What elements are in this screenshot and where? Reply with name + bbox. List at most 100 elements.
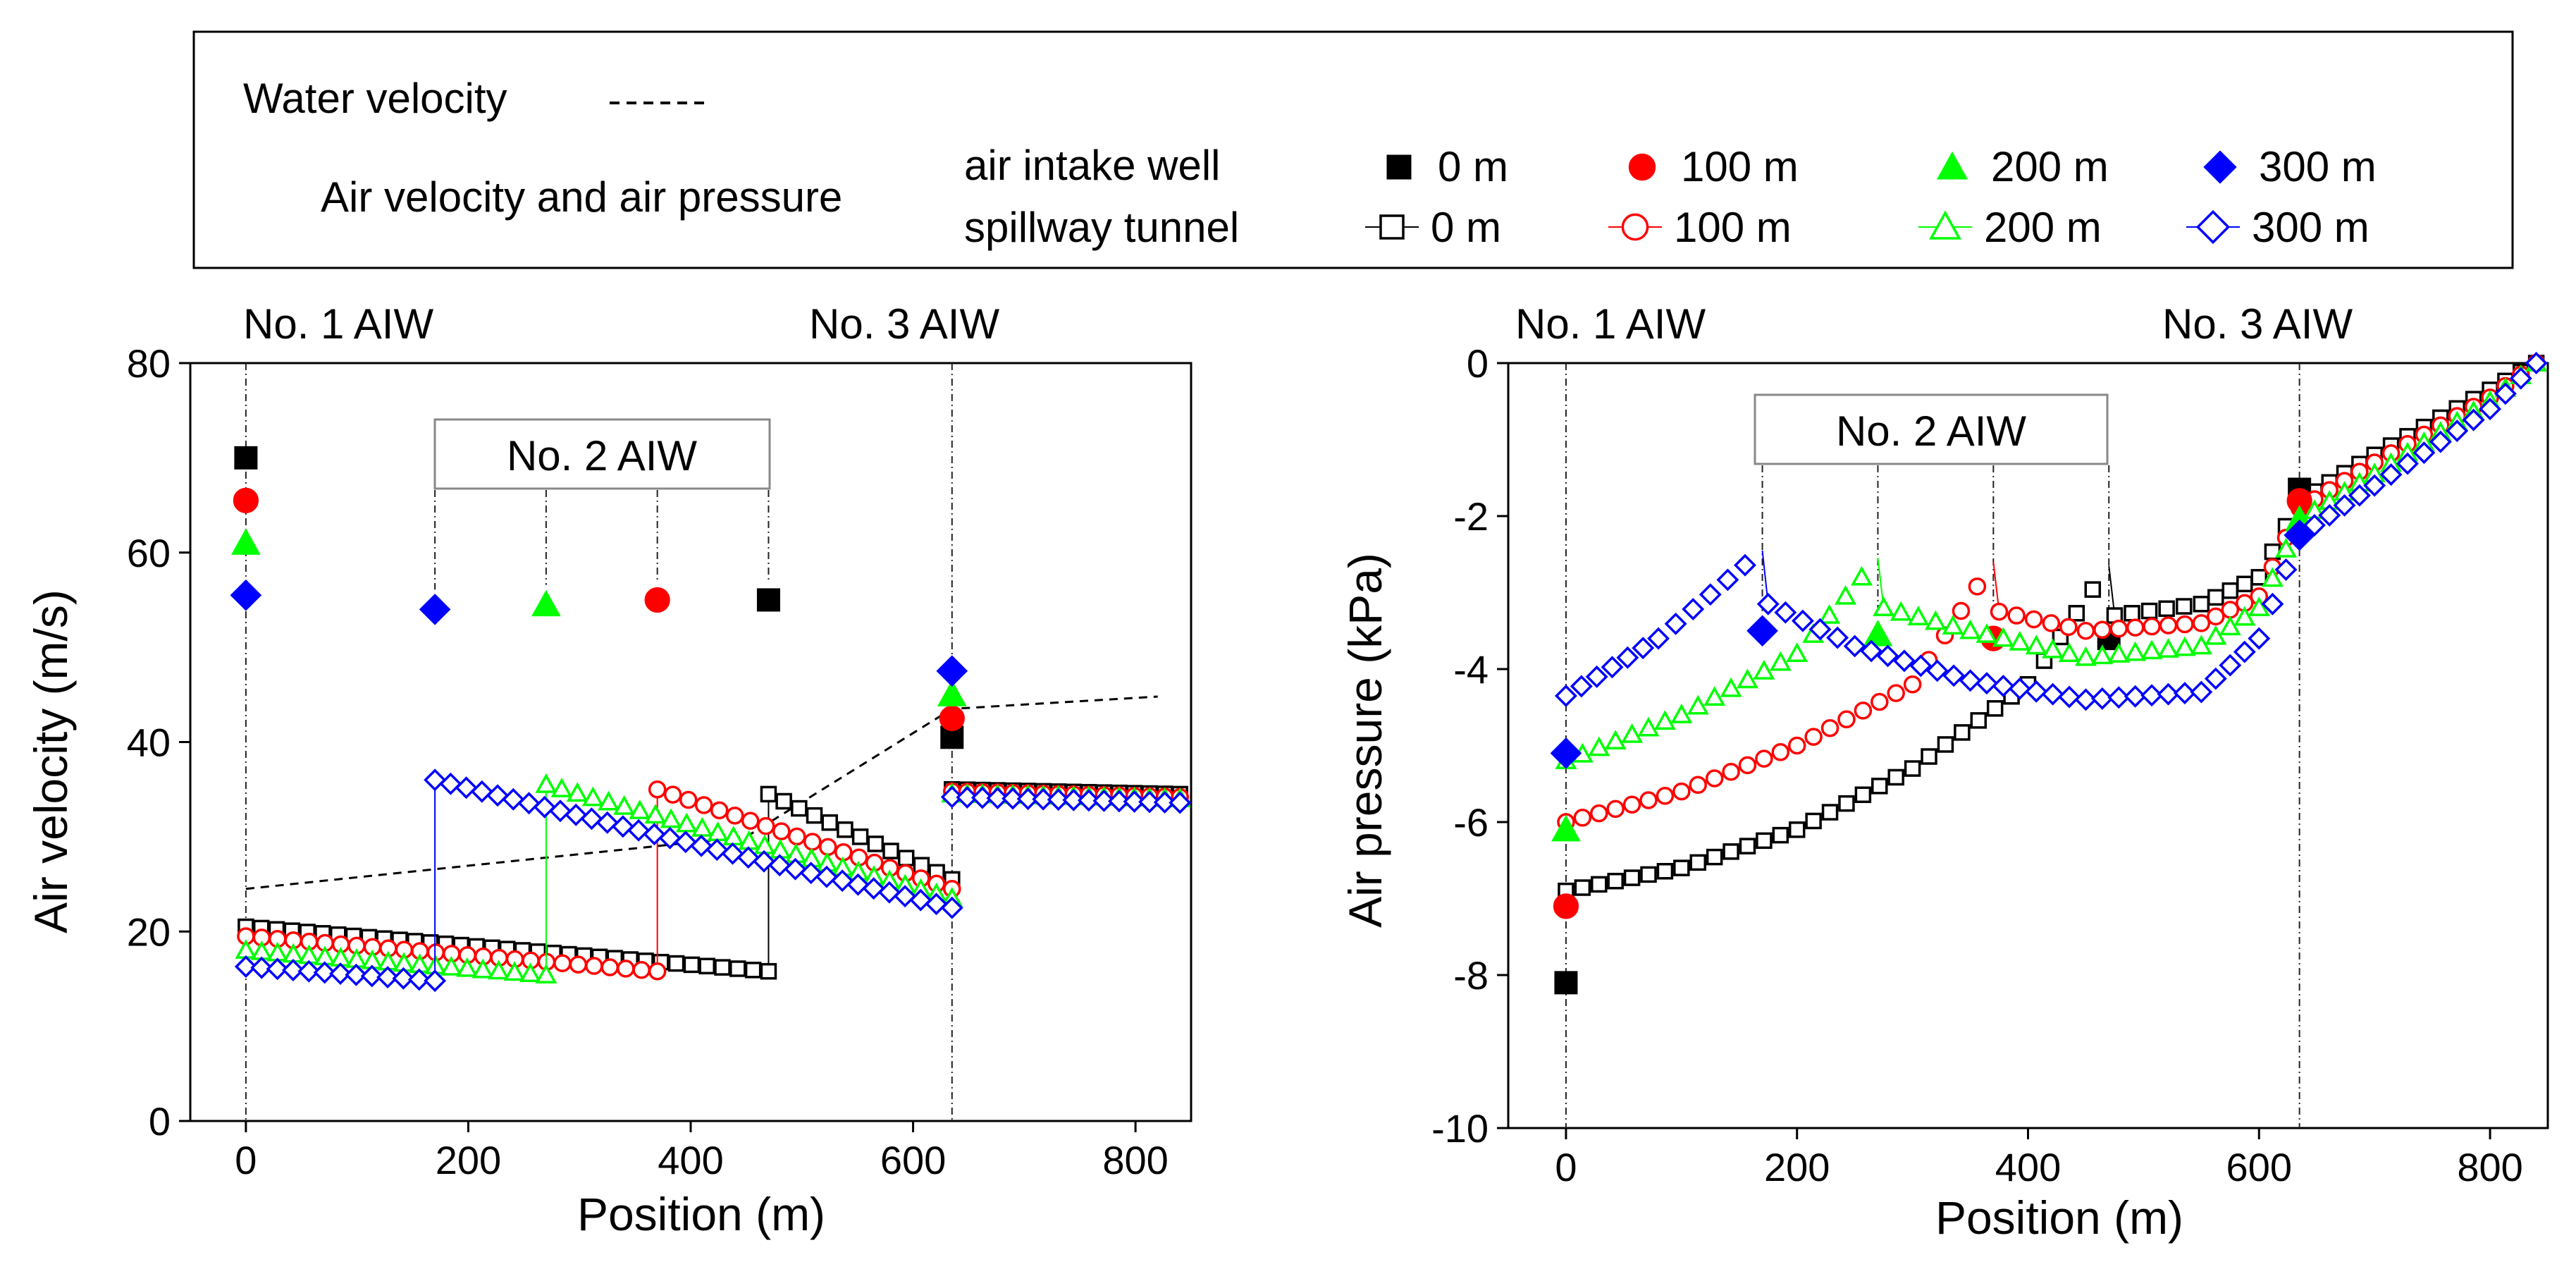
pressure-tunnel-point-1-18 [1854, 702, 1873, 720]
pressure-tunnel-point-3-23 [1942, 664, 1966, 687]
pressure-tunnel-point-1-20 [1887, 684, 1905, 702]
velocity-tunnel-point-3-30 [690, 834, 713, 857]
velocity-tunnel-point-2-33 [738, 830, 760, 850]
pressure-tunnel-point-0-21 [1904, 760, 1921, 777]
velocity-intake-point-1-0 [233, 487, 259, 513]
velocity-tunnel-point-3-36 [784, 857, 807, 881]
pressure-tunnel-point-0-19 [1871, 778, 1888, 795]
pressure-tunnel-point-0-12 [1756, 832, 1773, 850]
velocity-tunnel-point-3-38 [815, 865, 838, 888]
pressure-tunnel-point-0-34 [2124, 605, 2140, 622]
velocity-tunnel-point-3-10 [392, 967, 415, 990]
pressure-tunnel-point-0-24 [1954, 724, 1971, 741]
pressure-tunnel-point-0-9 [1706, 848, 1723, 866]
pressure-tunnel-point-3-49 [2348, 484, 2371, 507]
pressure-tunnel-point-2-11 [1737, 668, 1758, 689]
pressure-intake-point-3-2 [2284, 519, 2315, 551]
pressure-tunnel-point-0-20 [1887, 768, 1904, 786]
pressure-tunnel-point-0-17 [1838, 795, 1855, 812]
pressure-tunnel-point-0-32 [2084, 581, 2102, 598]
velocity-tunnel-point-2-1 [250, 940, 273, 960]
pressure-tunnel-point-3-12 [1756, 592, 1780, 615]
pressure-tunnel-point-0-15 [1805, 812, 1822, 830]
pressure-tunnel-point-3-4 [1616, 646, 1639, 669]
legend-air-label: Air velocity and air pressure [321, 173, 842, 221]
pressure-xtick-label-2: 400 [1995, 1145, 2061, 1189]
pressure-tunnel-point-0-8 [1689, 854, 1706, 871]
pressure-tunnel-point-1-19 [1871, 692, 1889, 711]
legend-marker-intake-2 [1936, 151, 1968, 180]
pressure-tunnel-point-2-3 [1604, 730, 1627, 750]
velocity-tunnel-point-3-0 [234, 955, 257, 978]
velocity-tunnel-point-3-61 [1153, 790, 1176, 814]
pressure-tunnel-point-2-19 [1873, 596, 1895, 616]
pressure-tunnel-point-2-30 [2058, 642, 2081, 663]
pressure-tunnel-point-3-0 [1554, 685, 1577, 707]
velocity-tunnel-point-3-6 [329, 962, 352, 986]
velocity-tunnel-point-2-2 [266, 941, 289, 962]
pressure-x-axis-label: Position (m) [1935, 1191, 2183, 1244]
velocity-intake-point-1-2 [939, 705, 965, 732]
pressure-tunnel-point-2-40 [2219, 615, 2241, 636]
pressure-tunnel-point-3-54 [2429, 430, 2452, 453]
pressure-tunnel-point-2-7 [1670, 703, 1693, 723]
velocity-intake-point-1-1 [644, 587, 670, 613]
pressure-tunnel-point-0-38 [2193, 596, 2210, 613]
pressure-tunnel-point-0-4 [1623, 869, 1641, 886]
velocity-tunnel-point-3-23 [580, 807, 603, 831]
legend-label-tunnel-0: 0 m [1431, 204, 1501, 251]
pressure-tunnel-point-0-2 [1591, 876, 1608, 893]
pressure-tunnel-point-2-5 [1637, 716, 1660, 737]
pressure-tunnel-point-0-35 [2140, 602, 2158, 620]
pressure-tunnel-point-3-58 [2494, 382, 2517, 405]
pressure-tunnel-point-3-32 [2090, 687, 2114, 710]
velocity-tunnel-point-2-21 [550, 778, 573, 797]
velocity-tunnel-point-3-27 [643, 823, 666, 846]
pressure-tunnel-point-3-43 [2261, 592, 2284, 615]
velocity-tunnel-point-2-30 [691, 816, 713, 837]
velocity-tunnel-point-2-32 [722, 826, 745, 846]
velocity-tunnel-point-0-36 [775, 792, 792, 810]
pressure-tunnel-point-2-4 [1621, 723, 1644, 743]
velocity-tunnel-point-3-45 [925, 893, 948, 916]
pressure-tunnel-point-3-40 [2219, 654, 2242, 677]
pressure-tunnel-point-0-39 [2207, 589, 2224, 606]
pressure-tunnel-point-0-1 [1574, 879, 1591, 896]
velocity-tunnel-point-1-27 [648, 780, 667, 799]
velocity-tunnel-point-2-27 [644, 804, 667, 824]
velocity-tunnel-point-3-22 [565, 803, 588, 826]
velocity-tunnel-point-2-25 [613, 795, 636, 815]
pressure-chart: No. 1 AIW No. 3 AIW No. 2 AIW 0 200 400 600… [1339, 300, 2549, 1244]
legend-marker-intake-3 [2203, 150, 2237, 184]
velocity-xtick-label-3: 600 [880, 1138, 946, 1182]
legend-marker-tunnel-2 [1929, 210, 1961, 240]
velocity-tunnel-point-2-14 [456, 957, 479, 977]
velocity-aiw2-label: No. 2 AIW [507, 432, 697, 479]
pressure-tunnel-point-2-21 [1907, 606, 1930, 625]
pressure-tunnel-point-1-34 [2126, 618, 2145, 637]
legend-marker-intake-0 [1386, 154, 1412, 180]
pressure-tunnel-point-1-3 [1606, 800, 1625, 819]
pressure-tunnel-point-1-40 [2221, 601, 2240, 619]
velocity-tunnel-point-0-42 [867, 835, 885, 852]
velocity-tunnel-point-3-35 [768, 854, 791, 877]
pressure-tunnel-point-3-15 [1808, 618, 1832, 641]
pressure-tunnel-point-2-41 [2233, 606, 2256, 626]
legend-label-tunnel-3: 300 m [2252, 204, 2369, 251]
velocity-tunnel-point-0-38 [806, 807, 823, 824]
pressure-xtick-label-1: 200 [1764, 1145, 1830, 1189]
pressure-tunnel-point-3-1 [1570, 675, 1593, 698]
pressure-tunnel-point-2-28 [2025, 635, 2047, 655]
velocity-tunnel-point-1-37 [803, 833, 822, 851]
pressure-tunnel-point-1-5 [1639, 791, 1658, 809]
velocity-chart: No. 1 AIW No. 3 AIW No. 2 AIW 0 200 400 600… [25, 300, 1193, 1240]
velocity-tunnel-point-1-32 [725, 807, 744, 825]
velocity-tunnel-point-2-28 [660, 808, 682, 828]
velocity-ytick-label-1: 20 [127, 909, 171, 954]
pressure-tunnel-point-3-55 [2446, 419, 2469, 443]
pressure-tunnel-point-3-2 [1585, 665, 1608, 688]
legend-frame [192, 30, 2514, 269]
velocity-tunnel-point-3-59 [1123, 790, 1146, 813]
pressure-ytick-label-2: -4 [1453, 647, 1489, 692]
pressure-tunnel-point-2-14 [1786, 642, 1808, 663]
